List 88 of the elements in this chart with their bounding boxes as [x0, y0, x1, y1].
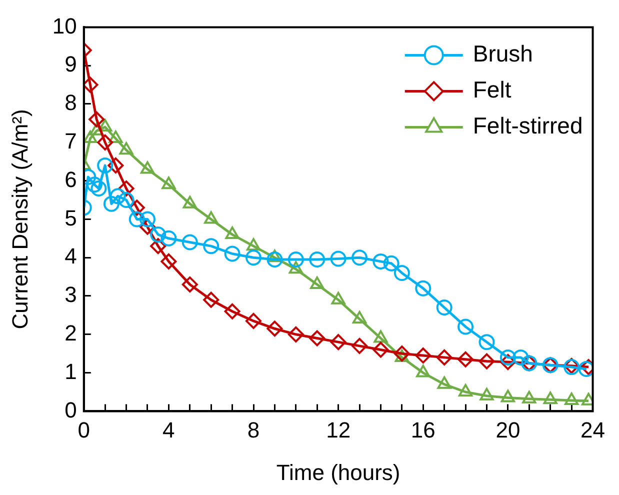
point: [204, 211, 218, 224]
point: [512, 349, 529, 366]
point: [309, 330, 326, 346]
x-axis-title: Time (hours): [276, 460, 400, 485]
point: [182, 234, 198, 250]
point: [84, 130, 98, 144]
x-tick-label: 8: [247, 417, 260, 442]
point: [160, 253, 177, 270]
point: [436, 300, 452, 316]
y-tick-label: 7: [64, 128, 77, 154]
point: [118, 192, 134, 208]
y-tick-label: 1: [64, 358, 77, 384]
point: [224, 303, 240, 320]
point: [330, 250, 346, 267]
point: [266, 320, 283, 337]
point: [128, 200, 145, 216]
point: [415, 280, 432, 296]
point: [162, 176, 176, 190]
point: [288, 252, 304, 268]
point: [394, 264, 410, 281]
x-tick-label: 20: [496, 417, 520, 442]
point: [110, 188, 126, 204]
point: [203, 238, 220, 254]
x-tick-label: 4: [162, 417, 175, 442]
point: [352, 311, 367, 324]
point: [90, 180, 107, 196]
legend-label: Brush: [472, 40, 533, 67]
point: [383, 255, 400, 272]
legend-label: Felt-stirred: [472, 112, 583, 139]
point: [500, 349, 516, 366]
point: [86, 176, 102, 193]
x-tick-label: 12: [326, 417, 351, 442]
point: [97, 134, 114, 150]
point: [458, 351, 474, 368]
y-tick-label: 9: [64, 52, 77, 77]
point: [246, 312, 262, 329]
point: [330, 334, 346, 350]
y-tick-label: 10: [52, 13, 77, 38]
point: [182, 276, 198, 292]
point: [394, 346, 410, 362]
point: [182, 196, 197, 208]
point: [103, 196, 120, 212]
x-tick-label: 16: [410, 417, 436, 442]
point: [225, 226, 240, 240]
point: [372, 342, 389, 358]
point: [139, 211, 156, 228]
point: [108, 157, 124, 174]
point: [128, 211, 145, 228]
point: [268, 250, 282, 262]
point: [150, 238, 166, 254]
point: [436, 349, 452, 366]
y-axis-title: Current Density (A/m²): [7, 109, 32, 330]
y-tick-label: 4: [64, 244, 77, 269]
point: [309, 252, 326, 268]
point: [352, 338, 368, 354]
point: [478, 334, 495, 350]
point: [160, 230, 177, 246]
x-tick-label: 24: [580, 417, 606, 442]
point: [98, 119, 112, 132]
point: [97, 157, 114, 174]
point: [140, 161, 155, 174]
point: [352, 250, 368, 266]
point: [415, 348, 432, 364]
point: [288, 261, 303, 274]
legend-label: Felt: [472, 76, 512, 103]
point: [458, 318, 474, 335]
y-tick-label: 0: [64, 397, 77, 422]
y-tick-label: 8: [64, 90, 77, 116]
y-tick-label: 5: [64, 205, 77, 230]
point: [150, 226, 166, 243]
point: [478, 353, 495, 370]
point: [246, 250, 262, 266]
y-tick-label: 6: [64, 166, 77, 192]
y-tick-label: 3: [64, 282, 77, 308]
y-tick-label: 2: [64, 320, 77, 346]
point: [108, 130, 123, 144]
point: [224, 246, 240, 262]
point: [84, 76, 98, 93]
point: [88, 111, 105, 128]
point: [500, 354, 516, 370]
point: [372, 253, 389, 270]
point: [90, 122, 104, 136]
point: [203, 292, 220, 308]
point: [119, 142, 134, 155]
point: [246, 238, 261, 251]
point: [118, 180, 134, 196]
point: [288, 326, 304, 342]
point: [266, 252, 283, 268]
